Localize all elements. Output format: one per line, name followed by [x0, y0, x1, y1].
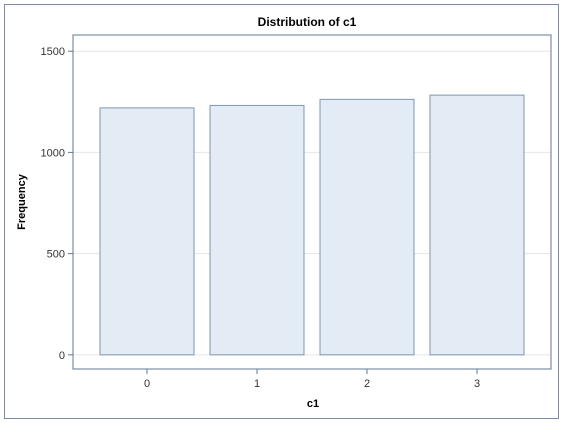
y-tick-label: 500 — [47, 249, 65, 261]
x-tick-label: 1 — [254, 378, 260, 390]
y-tick-label: 1500 — [41, 46, 65, 58]
y-axis-label: Frequency — [16, 173, 28, 230]
x-tick-label: 3 — [474, 378, 480, 390]
bar-0 — [99, 107, 195, 356]
bar-1 — [209, 104, 305, 356]
x-ticks: 0 1 2 3 — [144, 369, 480, 390]
y-ticks: 0 500 1000 1500 — [41, 46, 73, 362]
plot-area — [72, 34, 552, 370]
x-tick-label: 0 — [144, 378, 150, 390]
bar-3 — [429, 94, 525, 356]
chart-title: Distribution of c1 — [258, 15, 357, 29]
bar-2 — [319, 98, 415, 356]
x-axis-label: c1 — [307, 398, 319, 410]
x-tick-label: 2 — [364, 378, 370, 390]
y-tick-label: 0 — [59, 350, 65, 362]
y-tick-label: 1000 — [41, 147, 65, 159]
bars — [99, 94, 525, 356]
